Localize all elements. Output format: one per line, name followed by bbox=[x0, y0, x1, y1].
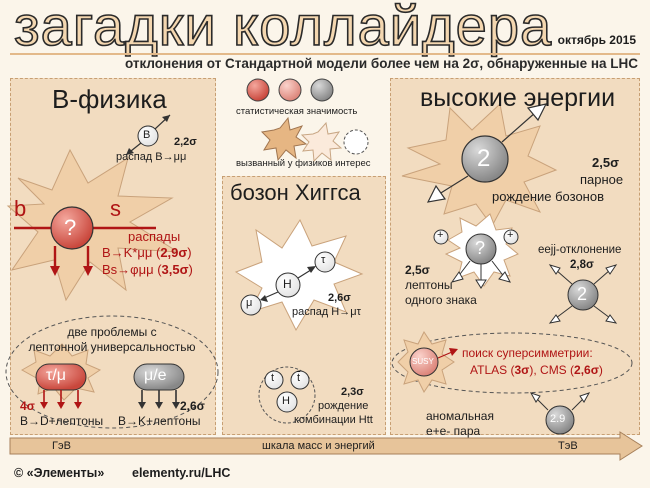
page-subtitle: отклонения от Стандартной модели более ч… bbox=[124, 56, 638, 71]
susy-ellipse bbox=[391, 332, 633, 394]
scale-middle: шкала масс и энергий bbox=[262, 440, 375, 452]
susy-pre: ATLAS ( bbox=[470, 363, 515, 377]
boson-number: 2 bbox=[477, 145, 491, 172]
htt-t2-label: t bbox=[297, 372, 301, 384]
samesign-line-1: лептоны bbox=[405, 278, 453, 292]
susy-label: SUSY bbox=[412, 357, 434, 366]
mue-decay-label: B→K+лептоны bbox=[118, 414, 201, 428]
tau-sigma: 4σ bbox=[20, 399, 35, 413]
mutau-label: распад H→μτ bbox=[292, 306, 361, 318]
boson-line-2: рождение бозонов bbox=[492, 189, 604, 204]
plus-ball-1 bbox=[433, 229, 449, 245]
b-question-ball bbox=[50, 206, 94, 250]
ee-line-2: e+e- пара bbox=[426, 424, 481, 438]
eejj-title: eejj-отклонение bbox=[538, 244, 622, 256]
higgs-h-ball bbox=[275, 272, 301, 298]
higgs-tau-label: τ bbox=[321, 254, 326, 266]
samesign-line-2: одного знака bbox=[405, 293, 477, 307]
higgs-mu-ball bbox=[240, 294, 262, 316]
susy-line-2: ATLAS (3σ), CMS (2,6σ) bbox=[470, 363, 603, 377]
susy-cms-sigma: 2,6σ bbox=[574, 363, 599, 377]
scale-arrow bbox=[9, 431, 643, 461]
b-ball-label: B bbox=[143, 129, 151, 141]
scale-right: ТэВ bbox=[558, 440, 578, 452]
bmumu-label: распад B→μμ bbox=[116, 151, 187, 163]
decay-1-sigma: 2,9σ bbox=[160, 245, 188, 260]
footer-url[interactable]: elementy.ru/LHC bbox=[132, 466, 231, 480]
plus-label-2: + bbox=[507, 229, 514, 241]
eejj-number: 2 bbox=[577, 284, 588, 304]
legend-dashed-ball bbox=[343, 129, 369, 155]
high-energy-title: высокие энергии bbox=[420, 84, 616, 112]
susy-mid: ), CMS ( bbox=[529, 363, 575, 377]
mu-e-label: μ/e bbox=[144, 367, 167, 384]
bmumu-sigma: 2,2σ bbox=[174, 136, 197, 148]
date-label: октябрь 2015 bbox=[557, 33, 636, 47]
ee-ball bbox=[545, 405, 575, 435]
lepton-title-1: две проблемы с bbox=[67, 325, 157, 339]
legend-significance-label: статистическая значимость bbox=[236, 106, 358, 117]
ee-number: 2.9 bbox=[550, 413, 566, 425]
htt-dashed-ball bbox=[258, 366, 316, 424]
higgs-tau-ball bbox=[314, 251, 336, 273]
higgs-mu-label: μ bbox=[246, 297, 253, 309]
higgs-h-label: H bbox=[283, 277, 292, 291]
decay-2-sigma: 3,5σ bbox=[161, 262, 189, 277]
htt-line-2: комбинации Htt bbox=[294, 414, 373, 426]
htt-t1-ball bbox=[264, 370, 284, 390]
legend-red-ball bbox=[246, 78, 270, 102]
susy-line-1: поиск суперсимметрии: bbox=[462, 346, 593, 360]
boson-line-1: парное bbox=[580, 172, 624, 187]
eejj-ball bbox=[567, 279, 599, 311]
higgs-mutau-star bbox=[234, 218, 364, 332]
mutau-sigma: 2,6σ bbox=[328, 292, 351, 304]
legend-pink-ball bbox=[278, 78, 302, 102]
tau-decay-label: B→D+лептоны bbox=[20, 414, 104, 428]
b-question-mark: ? bbox=[64, 215, 77, 240]
htt-h-ball bbox=[276, 391, 298, 413]
samesign-question: ? bbox=[475, 238, 486, 258]
susy-atlas-sigma: 3σ bbox=[514, 363, 530, 377]
susy-ball bbox=[409, 347, 439, 377]
plus-ball-2 bbox=[503, 229, 519, 245]
title-underline bbox=[10, 53, 640, 55]
susy-post: ) bbox=[598, 363, 603, 377]
tau-mu-label: τ/μ bbox=[46, 367, 66, 384]
htt-h-label: H bbox=[282, 395, 290, 407]
ee-line-1: аномальная bbox=[426, 409, 494, 423]
boson-ball bbox=[461, 135, 509, 183]
lepton-title-2: лептонной универсальностью bbox=[28, 340, 196, 354]
higgs-title: бозон Хиггса bbox=[230, 180, 361, 205]
legend-star-dark bbox=[260, 116, 308, 162]
decays-title: распады bbox=[128, 229, 181, 244]
decay-1-post: ) bbox=[187, 245, 192, 260]
lepton-universality-ellipse bbox=[5, 315, 219, 429]
htt-t2-ball bbox=[290, 370, 310, 390]
plus-label-1: + bbox=[437, 229, 444, 241]
htt-sigma: 2,3σ bbox=[341, 386, 364, 398]
page-title: загадки коллайдера bbox=[13, 0, 553, 57]
samesign-sigma: 2,5σ bbox=[405, 263, 430, 277]
quark-b-label: b bbox=[14, 196, 27, 221]
legend-gray-ball bbox=[310, 78, 334, 102]
decay-1-pre: B→K*μμ ( bbox=[102, 245, 161, 260]
quark-s-label: s bbox=[110, 196, 121, 221]
legend-interest-label: вызванный у физиков интерес bbox=[236, 158, 371, 169]
scale-left: ГэВ bbox=[52, 440, 71, 452]
htt-t1-label: t bbox=[271, 372, 275, 384]
decay-2: Bs→φμμ (3,5σ) bbox=[102, 262, 193, 277]
decay-1: B→K*μμ (2,9σ) bbox=[102, 245, 192, 260]
bphysics-title: B-физика bbox=[52, 84, 167, 114]
legend-star-light bbox=[300, 121, 343, 163]
copyright: © «Элементы» bbox=[14, 466, 105, 480]
htt-line-1: рождение bbox=[318, 400, 369, 412]
mue-sigma: 2,6σ bbox=[180, 399, 205, 413]
boson-sigma: 2,5σ bbox=[592, 155, 619, 170]
decay-2-pre: Bs→φμμ ( bbox=[102, 262, 162, 277]
b-ball-icon bbox=[137, 125, 159, 147]
eejj-sigma: 2,8σ bbox=[570, 259, 594, 271]
decay-2-post: ) bbox=[188, 262, 193, 277]
